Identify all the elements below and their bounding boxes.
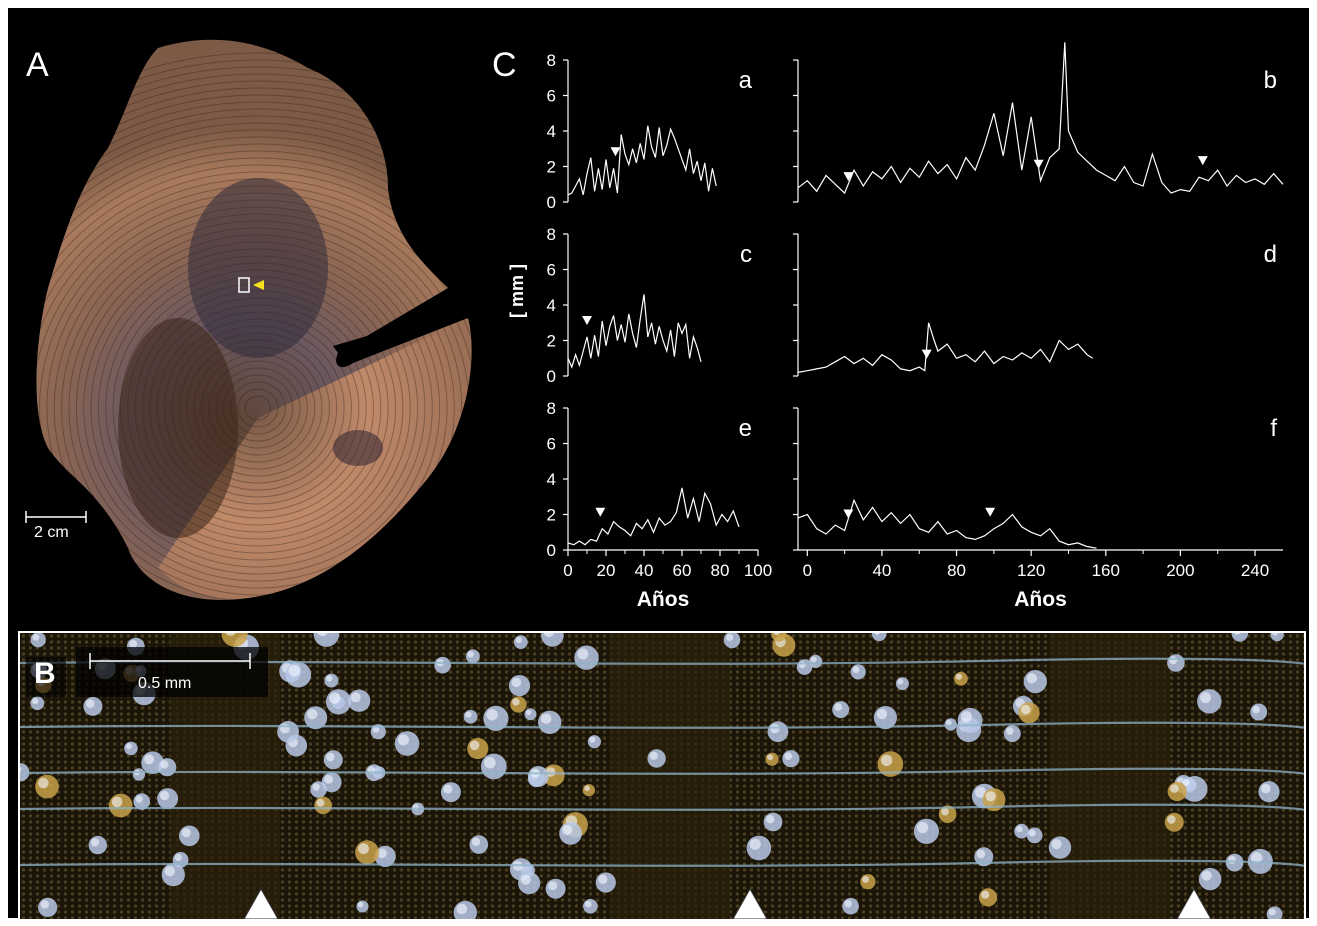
series-line-c bbox=[567, 294, 702, 369]
y-tick-label: 6 bbox=[547, 261, 556, 280]
x-tick-label: 100 bbox=[744, 561, 772, 580]
panel-b-micrograph: B 0.5 mm bbox=[18, 631, 1306, 921]
panel-b-letter: B bbox=[34, 657, 56, 690]
subplot-label-b: b bbox=[1264, 67, 1277, 94]
event-marker-icon bbox=[610, 147, 621, 157]
x-tick-label: 120 bbox=[1017, 561, 1045, 580]
x-tick-label: 160 bbox=[1092, 561, 1120, 580]
y-tick-label: 8 bbox=[547, 399, 556, 418]
chart-b: b bbox=[793, 42, 1284, 203]
micrograph-image bbox=[20, 633, 1304, 919]
x-tick-label: 60 bbox=[673, 561, 692, 580]
x-tick-label: 0 bbox=[803, 561, 812, 580]
y-tick-label: 2 bbox=[547, 332, 556, 351]
panel-a-cross-section: A 2 cm bbox=[8, 8, 478, 623]
x-tick-label: 80 bbox=[711, 561, 730, 580]
yellow-marker-icon bbox=[253, 280, 264, 290]
y-tick-label: 6 bbox=[547, 87, 556, 106]
event-marker-icon bbox=[843, 509, 854, 519]
event-marker-icon bbox=[595, 507, 606, 517]
panel-a-letter: A bbox=[26, 46, 49, 84]
x-tick-label: 200 bbox=[1166, 561, 1194, 580]
scale-label-a: 2 cm bbox=[34, 524, 69, 541]
y-tick-label: 8 bbox=[547, 51, 556, 70]
y-tick-label: 2 bbox=[547, 506, 556, 525]
x-tick-label: 240 bbox=[1241, 561, 1269, 580]
event-marker-icon bbox=[1197, 156, 1208, 166]
x-tick-label: 40 bbox=[872, 561, 891, 580]
series-line-e bbox=[567, 487, 740, 546]
y-tick-label: 6 bbox=[547, 435, 556, 454]
x-axis-label: Años bbox=[637, 588, 690, 611]
series-line-d bbox=[797, 322, 1094, 373]
x-tick-label: 80 bbox=[947, 561, 966, 580]
ring-boundary-arrow-icon bbox=[1176, 887, 1212, 919]
y-tick-label: 0 bbox=[547, 367, 556, 386]
ring-boundary-arrow-icon bbox=[732, 887, 768, 919]
x-tick-label: 20 bbox=[597, 561, 616, 580]
event-marker-icon bbox=[582, 315, 592, 325]
x-tick-label: 40 bbox=[635, 561, 654, 580]
chart-d: d bbox=[793, 233, 1277, 377]
y-tick-label: 4 bbox=[547, 296, 556, 315]
y-tick-label: 4 bbox=[547, 470, 556, 489]
y-axis-label: [ mm ] bbox=[507, 264, 527, 318]
y-tick-label: 8 bbox=[547, 225, 556, 244]
subplot-label-f: f bbox=[1270, 415, 1277, 442]
series-line-f bbox=[797, 498, 1097, 549]
event-marker-icon bbox=[843, 172, 854, 182]
event-marker-icon bbox=[985, 507, 996, 517]
y-tick-label: 4 bbox=[547, 122, 556, 141]
series-line-b bbox=[797, 42, 1284, 195]
figure: A 2 cm C 0 2 4 6 8 a b 0 2 4 6 8 c d 0 2 4 6 8 0 20 40 60 80 100… bbox=[8, 8, 1309, 921]
chart-f: 0 40 80 120 160 200 240 Años f bbox=[793, 407, 1283, 611]
y-tick-label: 2 bbox=[547, 158, 556, 177]
x-axis-label: Años bbox=[1014, 588, 1067, 611]
subplot-label-e: e bbox=[739, 415, 752, 442]
scale-label-b: 0.5 mm bbox=[138, 675, 192, 692]
ring-boundary-arrow-icon bbox=[243, 887, 279, 919]
series-line-a bbox=[567, 125, 717, 196]
x-tick-label: 0 bbox=[563, 561, 572, 580]
event-marker-icon bbox=[1033, 159, 1044, 169]
panel-c-letter: C bbox=[492, 46, 517, 84]
subplot-label-a: a bbox=[739, 67, 753, 94]
chart-c: 0 2 4 6 8 c bbox=[547, 225, 752, 386]
subplot-label-c: c bbox=[740, 241, 752, 268]
chart-a: 0 2 4 6 8 a bbox=[547, 51, 753, 212]
panel-c-charts: C 0 2 4 6 8 a b 0 2 4 6 8 c d 0 2 4 6 8 0 20 40 60 80 100 Años e 0 4… bbox=[478, 8, 1309, 623]
event-marker-icon bbox=[921, 349, 932, 359]
y-tick-label: 0 bbox=[547, 193, 556, 212]
cross-section-image bbox=[25, 39, 472, 600]
y-tick-label: 0 bbox=[547, 541, 556, 560]
sample-box bbox=[238, 277, 250, 293]
subplot-label-d: d bbox=[1264, 241, 1277, 268]
